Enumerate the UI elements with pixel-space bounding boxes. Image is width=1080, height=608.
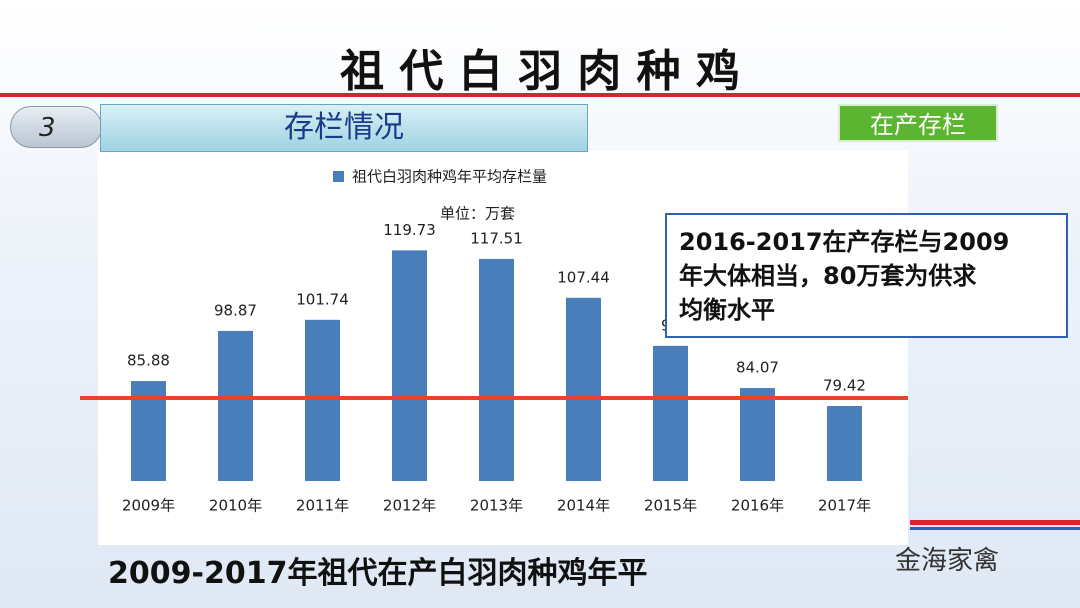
watermark: 金海家禽 <box>895 546 1000 576</box>
callout-line: 2016-2017在产存栏与2009 <box>679 228 1010 256</box>
legend-swatch <box>333 171 344 182</box>
x-tick-label: 2016年 <box>731 497 784 515</box>
unit-label: 单位：万套 <box>440 205 515 223</box>
x-tick-label: 2017年 <box>818 497 871 515</box>
x-tick-label: 2011年 <box>296 497 349 515</box>
stripe <box>910 520 1080 525</box>
x-tick-label: 2015年 <box>644 497 697 515</box>
value-label: 84.07 <box>736 359 779 377</box>
bar <box>479 258 514 481</box>
bar <box>566 297 601 481</box>
bar <box>740 388 775 481</box>
section-title: 存栏情况 <box>100 104 588 152</box>
bar <box>827 406 862 481</box>
value-label: 119.73 <box>383 221 436 239</box>
bar <box>392 250 427 481</box>
value-label: 98.87 <box>214 301 257 319</box>
x-tick-label: 2010年 <box>209 497 262 515</box>
bar <box>305 319 340 481</box>
callout-line: 均衡水平 <box>679 296 775 324</box>
divider <box>0 93 1080 97</box>
value-label: 79.42 <box>823 377 866 395</box>
x-tick-label: 2009年 <box>122 497 175 515</box>
x-tick-label: 2013年 <box>470 497 523 515</box>
bar <box>218 330 253 481</box>
legend-label: 祖代白羽肉种鸡年平均存栏量 <box>352 168 547 186</box>
caption: 2009-2017年祖代在产白羽肉种鸡年平 <box>108 556 648 591</box>
value-label: 85.88 <box>127 352 170 370</box>
value-label: 101.74 <box>296 290 349 308</box>
stripe <box>910 527 1080 530</box>
x-tick-label: 2012年 <box>383 497 436 515</box>
value-label: 117.51 <box>470 229 523 247</box>
value-label: 107.44 <box>557 268 610 286</box>
slide-title: 祖 代 白 羽 肉 种 鸡 <box>340 46 740 97</box>
callout-line: 年大体相当，80万套为供求 <box>679 262 977 290</box>
tag: 在产存栏 <box>838 104 998 142</box>
section-number: 3 <box>10 106 102 148</box>
bar <box>653 345 688 481</box>
x-tick-label: 2014年 <box>557 497 610 515</box>
callout: 2016-2017在产存栏与2009 年大体相当，80万套为供求 均衡水平 <box>665 213 1068 338</box>
